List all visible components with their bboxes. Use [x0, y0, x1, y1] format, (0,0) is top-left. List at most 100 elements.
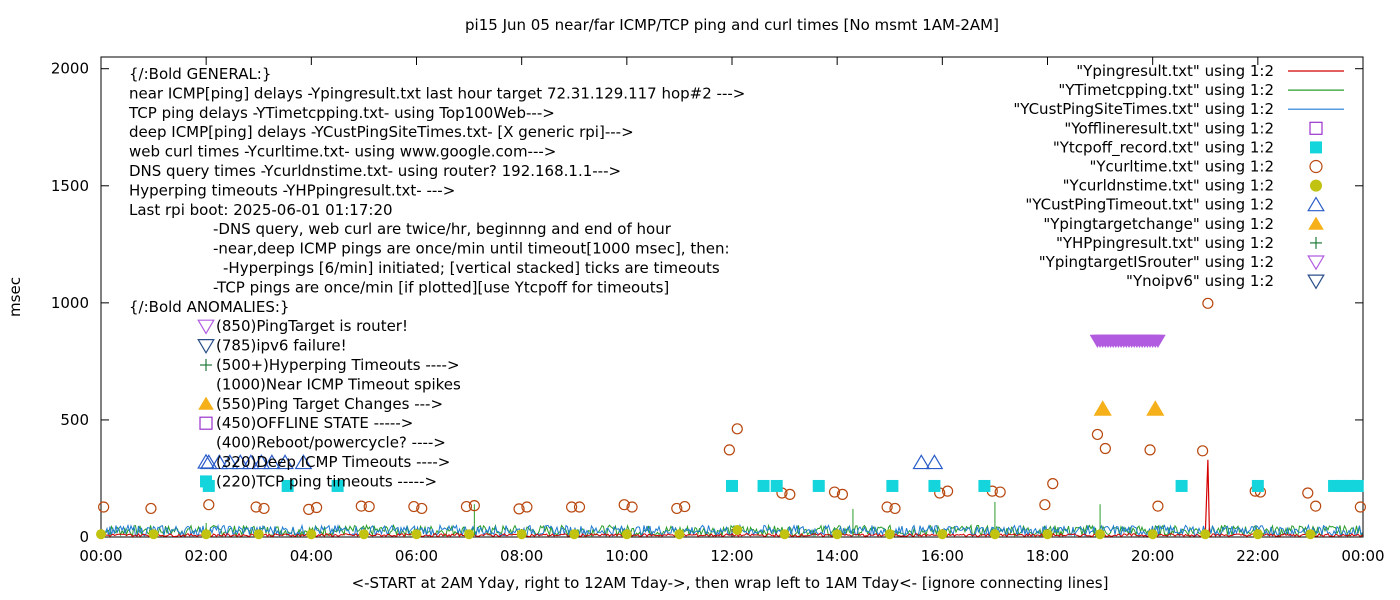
note-line: near ICMP[ping] delays -Ypingresult.txt … — [129, 84, 745, 102]
curl-point — [1152, 500, 1164, 512]
legend-label: "Yofflineresult.txt" using 1:2 — [1064, 119, 1274, 137]
curl-point — [889, 502, 901, 515]
y-tick-label: 0 — [79, 528, 89, 546]
curl-point — [941, 485, 954, 497]
anomaly-label: (220)TCP ping timeouts -----> — [216, 472, 437, 490]
curl-point — [468, 500, 480, 512]
note-line: {/:Bold GENERAL:} — [129, 65, 271, 83]
curl-point — [250, 501, 262, 513]
anomaly-marker — [197, 339, 215, 354]
curl-point — [363, 500, 375, 513]
curl-point — [723, 444, 735, 456]
note-line: Last rpi boot: 2025-06-01 01:17:20 — [129, 201, 393, 219]
y-tick-label: 1000 — [51, 294, 89, 312]
dns-point — [516, 529, 527, 540]
legend-label: "YCustPingTimeout.txt" using 1:2 — [1025, 196, 1274, 214]
tcp-timeout-point — [281, 479, 294, 492]
note-line: -near,deep ICMP pings are once/min until… — [213, 240, 730, 258]
note-line: -Hyperpings [6/min] initiated; [vertical… — [223, 259, 720, 277]
note-line: -TCP pings are once/min [if plotted][use… — [213, 278, 669, 296]
x-tick-label: 02:00 — [185, 547, 228, 565]
near-icmp-spike — [1204, 459, 1211, 536]
curl-point — [731, 423, 743, 435]
x-tick-label: 08:00 — [500, 547, 543, 565]
x-tick-label: 00:00 — [79, 547, 122, 565]
legend-label: "YCustPingSiteTimes.txt" using 1:2 — [1013, 100, 1274, 118]
legend-label: "YHPpingresult.txt" using 1:2 — [1056, 234, 1274, 252]
curl-point — [1197, 445, 1209, 457]
x-tick-label: 18:00 — [1026, 547, 1069, 565]
deep-icmp-timeout-point — [252, 454, 271, 470]
note-line: web curl times -Ycurltime.txt- using www… — [129, 143, 556, 161]
tcp-timeout-point — [1251, 479, 1264, 492]
legend-label: "Ytcpoff_record.txt" using 1:2 — [1053, 138, 1274, 157]
tcp-timeout-point — [928, 479, 941, 492]
dns-point — [569, 529, 580, 540]
curl-point — [1099, 442, 1111, 455]
ping-target-router-point — [1150, 334, 1166, 348]
curl-point — [460, 500, 473, 513]
note-line: TCP ping delays -YTimetcpping.txt- using… — [128, 104, 555, 122]
anomaly-marker — [199, 416, 213, 430]
y-axis-label: msec — [6, 277, 24, 317]
anomaly-marker — [197, 453, 215, 469]
x-tick-label: 00:00 — [1341, 547, 1384, 565]
ping-target-change-point — [1146, 400, 1165, 416]
curl-point — [310, 501, 323, 514]
x-axis-label: <-START at 2AM Yday, right to 12AM Tday-… — [351, 574, 1109, 592]
chart-title: pi15 Jun 05 near/far ICMP/TCP ping and c… — [465, 16, 999, 34]
tcp-timeout-point — [1351, 479, 1364, 492]
dns-point — [1252, 529, 1263, 540]
dns-point — [96, 529, 106, 540]
x-tick-label: 16:00 — [921, 547, 964, 565]
legend-marker — [1307, 255, 1325, 271]
dns-point — [358, 529, 369, 540]
dns-point — [464, 529, 475, 540]
deep-icmp-timeout-point — [220, 454, 239, 470]
y-tick-label: 1500 — [51, 177, 89, 195]
anomaly-marker — [200, 475, 212, 488]
x-tick-label: 14:00 — [816, 547, 859, 565]
curl-point — [1091, 428, 1104, 441]
x-tick-label: 04:00 — [290, 547, 333, 565]
tcp-timeout-point — [886, 479, 899, 492]
deep-icmp-timeout-point — [199, 454, 218, 470]
note-line: -DNS query, web curl are twice/hr, begin… — [213, 220, 672, 238]
anomaly-label: (550)Ping Target Changes ---> — [216, 395, 443, 413]
note-line: deep ICMP[ping] delays -YCustPingSiteTim… — [129, 123, 634, 141]
curl-point — [258, 502, 270, 515]
curl-point — [679, 500, 691, 513]
legend-label: "Ycurltime.txt" using 1:2 — [1089, 158, 1274, 176]
dns-point — [253, 529, 264, 540]
tcp-timeout-point — [812, 479, 825, 492]
anomaly-label: (320)Deep ICMP Timeouts ----> — [216, 453, 450, 471]
anomaly-label: (500+)Hyperping Timeouts ----> — [216, 356, 460, 374]
dns-point — [1200, 529, 1211, 540]
anomaly-marker — [198, 396, 214, 410]
legend-marker — [1308, 216, 1324, 230]
x-tick-label: 22:00 — [1236, 547, 1279, 565]
dns-point — [732, 524, 743, 535]
x-tick-label: 20:00 — [1131, 547, 1174, 565]
legend-marker — [1310, 141, 1322, 154]
legend-marker — [1310, 179, 1322, 192]
deep-icmp-timeout-point — [210, 454, 229, 470]
tcp-timeout-point — [978, 479, 991, 492]
dns-point — [937, 529, 948, 540]
curl-point — [408, 500, 420, 513]
curl-point — [513, 503, 525, 515]
dns-point — [411, 529, 422, 540]
curl-point — [1310, 500, 1322, 512]
legend-label: "YpingtargetISrouter" using 1:2 — [1039, 253, 1274, 271]
dns-point — [1095, 529, 1106, 540]
curl-point — [521, 501, 533, 513]
curl-point — [836, 488, 849, 500]
legend-marker — [1307, 274, 1325, 290]
x-tick-label: 06:00 — [395, 547, 438, 565]
ping-target-change-point — [1093, 400, 1112, 416]
curl-point — [1144, 444, 1156, 456]
y-tick-label: 500 — [60, 411, 89, 429]
curl-point — [1047, 478, 1059, 490]
anomaly-label: (450)OFFLINE STATE -----> — [216, 414, 413, 432]
